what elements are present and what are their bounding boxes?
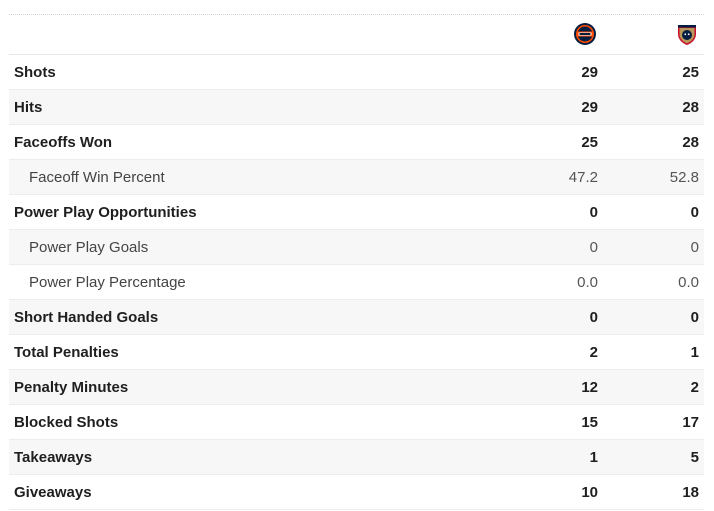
stat-label: Faceoff Win Percent [29,169,165,186]
stat-row-total-penalties: Total Penalties 2 1 [9,335,704,370]
stat-row-power-play-goals: Power Play Goals 0 0 [9,230,704,265]
stat-row-penalty-minutes: Penalty Minutes 12 2 [9,370,704,405]
stat-label: Total Penalties [14,344,119,361]
stat-label: Power Play Opportunities [14,204,197,221]
home-value: 29 [581,99,598,116]
stat-label: Power Play Percentage [29,274,186,291]
stat-label: Penalty Minutes [14,379,129,396]
stat-row-faceoff-win-percent: Faceoff Win Percent 47.2 52.8 [9,160,704,195]
away-value: 25 [682,64,699,81]
stat-row-blocked-shots: Blocked Shots 15 17 [9,405,704,440]
stat-row-takeaways: Takeaways 1 5 [9,440,704,475]
away-value: 28 [682,134,699,151]
home-value: 15 [581,414,598,431]
home-value: 0 [589,204,598,221]
stat-label: Shots [14,64,56,81]
away-value: 0 [690,204,699,221]
home-value: 29 [581,64,598,81]
away-value: 2 [690,379,699,396]
home-value: 0 [589,239,598,256]
panthers-logo-icon [675,22,699,46]
stat-label: Giveaways [14,484,92,501]
away-value: 28 [682,99,699,116]
home-value: 1 [589,449,598,466]
stat-label: Hits [14,99,43,116]
away-value: 52.8 [669,169,699,186]
home-value: 12 [581,379,598,396]
away-value: 17 [682,414,699,431]
stat-row-power-play-percentage: Power Play Percentage 0.0 0.0 [9,265,704,300]
stats-header-row [9,15,704,55]
home-value: 2 [589,344,598,361]
home-value: 0.0 [577,274,598,291]
stat-row-short-handed-goals: Short Handed Goals 0 0 [9,300,704,335]
away-value: 0 [690,309,699,326]
stat-row-hits: Hits 29 28 [9,90,704,125]
away-value: 5 [690,449,699,466]
away-value: 0.0 [678,274,699,291]
oilers-logo-icon [573,22,597,46]
stat-row-power-play-opportunities: Power Play Opportunities 0 0 [9,195,704,230]
stat-label: Blocked Shots [14,414,119,431]
stat-label: Takeaways [14,449,93,466]
away-value: 0 [690,239,699,256]
team-stats-table: Shots 29 25 Hits 29 28 Faceoffs Won 25 2… [9,14,704,510]
away-value: 1 [690,344,699,361]
stat-row-giveaways: Giveaways 10 18 [9,475,704,510]
home-value: 0 [589,309,598,326]
stat-label: Faceoffs Won [14,134,113,151]
stat-label: Short Handed Goals [14,309,159,326]
stat-row-shots: Shots 29 25 [9,55,704,90]
home-value: 10 [581,484,598,501]
home-value: 25 [581,134,598,151]
stat-row-faceoffs-won: Faceoffs Won 25 28 [9,125,704,160]
home-value: 47.2 [568,169,598,186]
away-value: 18 [682,484,699,501]
stat-label: Power Play Goals [29,239,149,256]
